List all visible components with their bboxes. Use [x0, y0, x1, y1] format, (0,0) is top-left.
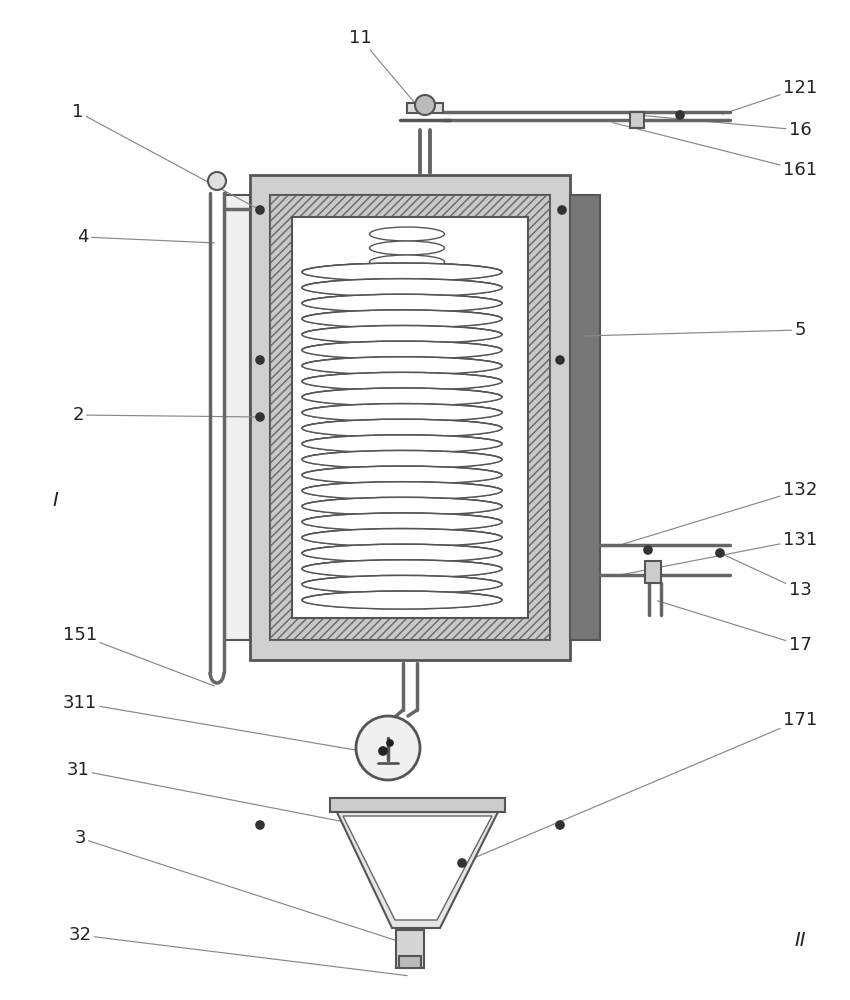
Ellipse shape	[302, 529, 502, 547]
Text: 4: 4	[77, 228, 214, 246]
Ellipse shape	[302, 466, 502, 484]
Ellipse shape	[302, 419, 502, 437]
Polygon shape	[335, 808, 500, 928]
Ellipse shape	[302, 388, 502, 406]
Circle shape	[676, 111, 684, 119]
Circle shape	[556, 356, 564, 364]
Circle shape	[556, 821, 564, 829]
Bar	[630, 112, 644, 128]
Ellipse shape	[302, 279, 502, 297]
Ellipse shape	[302, 372, 502, 390]
Circle shape	[256, 356, 264, 364]
Ellipse shape	[302, 263, 502, 281]
Text: 151: 151	[63, 626, 214, 686]
Text: I: I	[52, 490, 58, 510]
Ellipse shape	[302, 341, 502, 359]
Circle shape	[716, 549, 724, 557]
Circle shape	[558, 206, 566, 214]
Ellipse shape	[302, 435, 502, 453]
Text: 31: 31	[66, 761, 348, 822]
Bar	[407, 103, 443, 113]
Text: 2: 2	[72, 406, 258, 424]
Ellipse shape	[302, 450, 502, 468]
Text: 171: 171	[465, 711, 817, 862]
Circle shape	[379, 747, 387, 755]
Bar	[250, 175, 570, 660]
Ellipse shape	[302, 591, 502, 609]
Ellipse shape	[302, 482, 502, 500]
Ellipse shape	[302, 450, 502, 468]
Ellipse shape	[302, 575, 502, 593]
Ellipse shape	[302, 513, 502, 531]
Circle shape	[644, 546, 652, 554]
Ellipse shape	[302, 529, 502, 547]
Ellipse shape	[302, 310, 502, 328]
Ellipse shape	[302, 435, 502, 453]
Text: 32: 32	[69, 926, 407, 976]
Bar	[396, 930, 424, 968]
Circle shape	[415, 95, 435, 115]
Bar	[645, 561, 661, 583]
Ellipse shape	[302, 388, 502, 406]
Ellipse shape	[302, 294, 502, 312]
Ellipse shape	[302, 544, 502, 562]
Circle shape	[256, 413, 264, 421]
Ellipse shape	[302, 419, 502, 437]
Ellipse shape	[302, 325, 502, 343]
Text: 16: 16	[640, 115, 812, 139]
Circle shape	[387, 740, 393, 746]
Bar	[330, 798, 505, 812]
Ellipse shape	[302, 404, 502, 422]
Text: 121: 121	[722, 79, 817, 114]
Bar	[570, 195, 600, 640]
Text: 131: 131	[623, 531, 817, 574]
Ellipse shape	[370, 255, 445, 269]
Bar	[399, 956, 421, 968]
Ellipse shape	[302, 325, 502, 343]
Ellipse shape	[370, 227, 445, 241]
Ellipse shape	[302, 466, 502, 484]
Text: 1: 1	[72, 103, 258, 209]
Text: 311: 311	[63, 694, 371, 753]
Ellipse shape	[302, 310, 502, 328]
Ellipse shape	[302, 544, 502, 562]
Ellipse shape	[302, 294, 502, 312]
Circle shape	[256, 821, 264, 829]
Ellipse shape	[302, 357, 502, 375]
Polygon shape	[343, 816, 492, 920]
Ellipse shape	[302, 513, 502, 531]
Ellipse shape	[302, 404, 502, 422]
Ellipse shape	[302, 497, 502, 515]
Text: 161: 161	[613, 123, 817, 179]
Circle shape	[208, 172, 226, 190]
Text: 3: 3	[74, 829, 407, 944]
Text: 13: 13	[722, 554, 812, 599]
Circle shape	[458, 859, 466, 867]
Bar	[292, 217, 528, 618]
Text: 132: 132	[623, 481, 817, 544]
Ellipse shape	[302, 575, 502, 593]
Circle shape	[256, 206, 264, 214]
Bar	[225, 195, 250, 640]
Ellipse shape	[302, 482, 502, 500]
Ellipse shape	[302, 263, 502, 281]
Ellipse shape	[302, 560, 502, 578]
Ellipse shape	[302, 560, 502, 578]
Ellipse shape	[302, 279, 502, 297]
Ellipse shape	[302, 497, 502, 515]
Ellipse shape	[302, 357, 502, 375]
Ellipse shape	[370, 241, 445, 255]
Ellipse shape	[302, 341, 502, 359]
Ellipse shape	[302, 372, 502, 390]
Text: 5: 5	[585, 321, 806, 339]
Text: 17: 17	[658, 601, 812, 654]
Bar	[270, 195, 550, 640]
Circle shape	[356, 716, 420, 780]
Ellipse shape	[302, 591, 502, 609]
Text: II: II	[794, 930, 806, 950]
Text: 11: 11	[348, 29, 423, 113]
Bar	[270, 195, 550, 640]
